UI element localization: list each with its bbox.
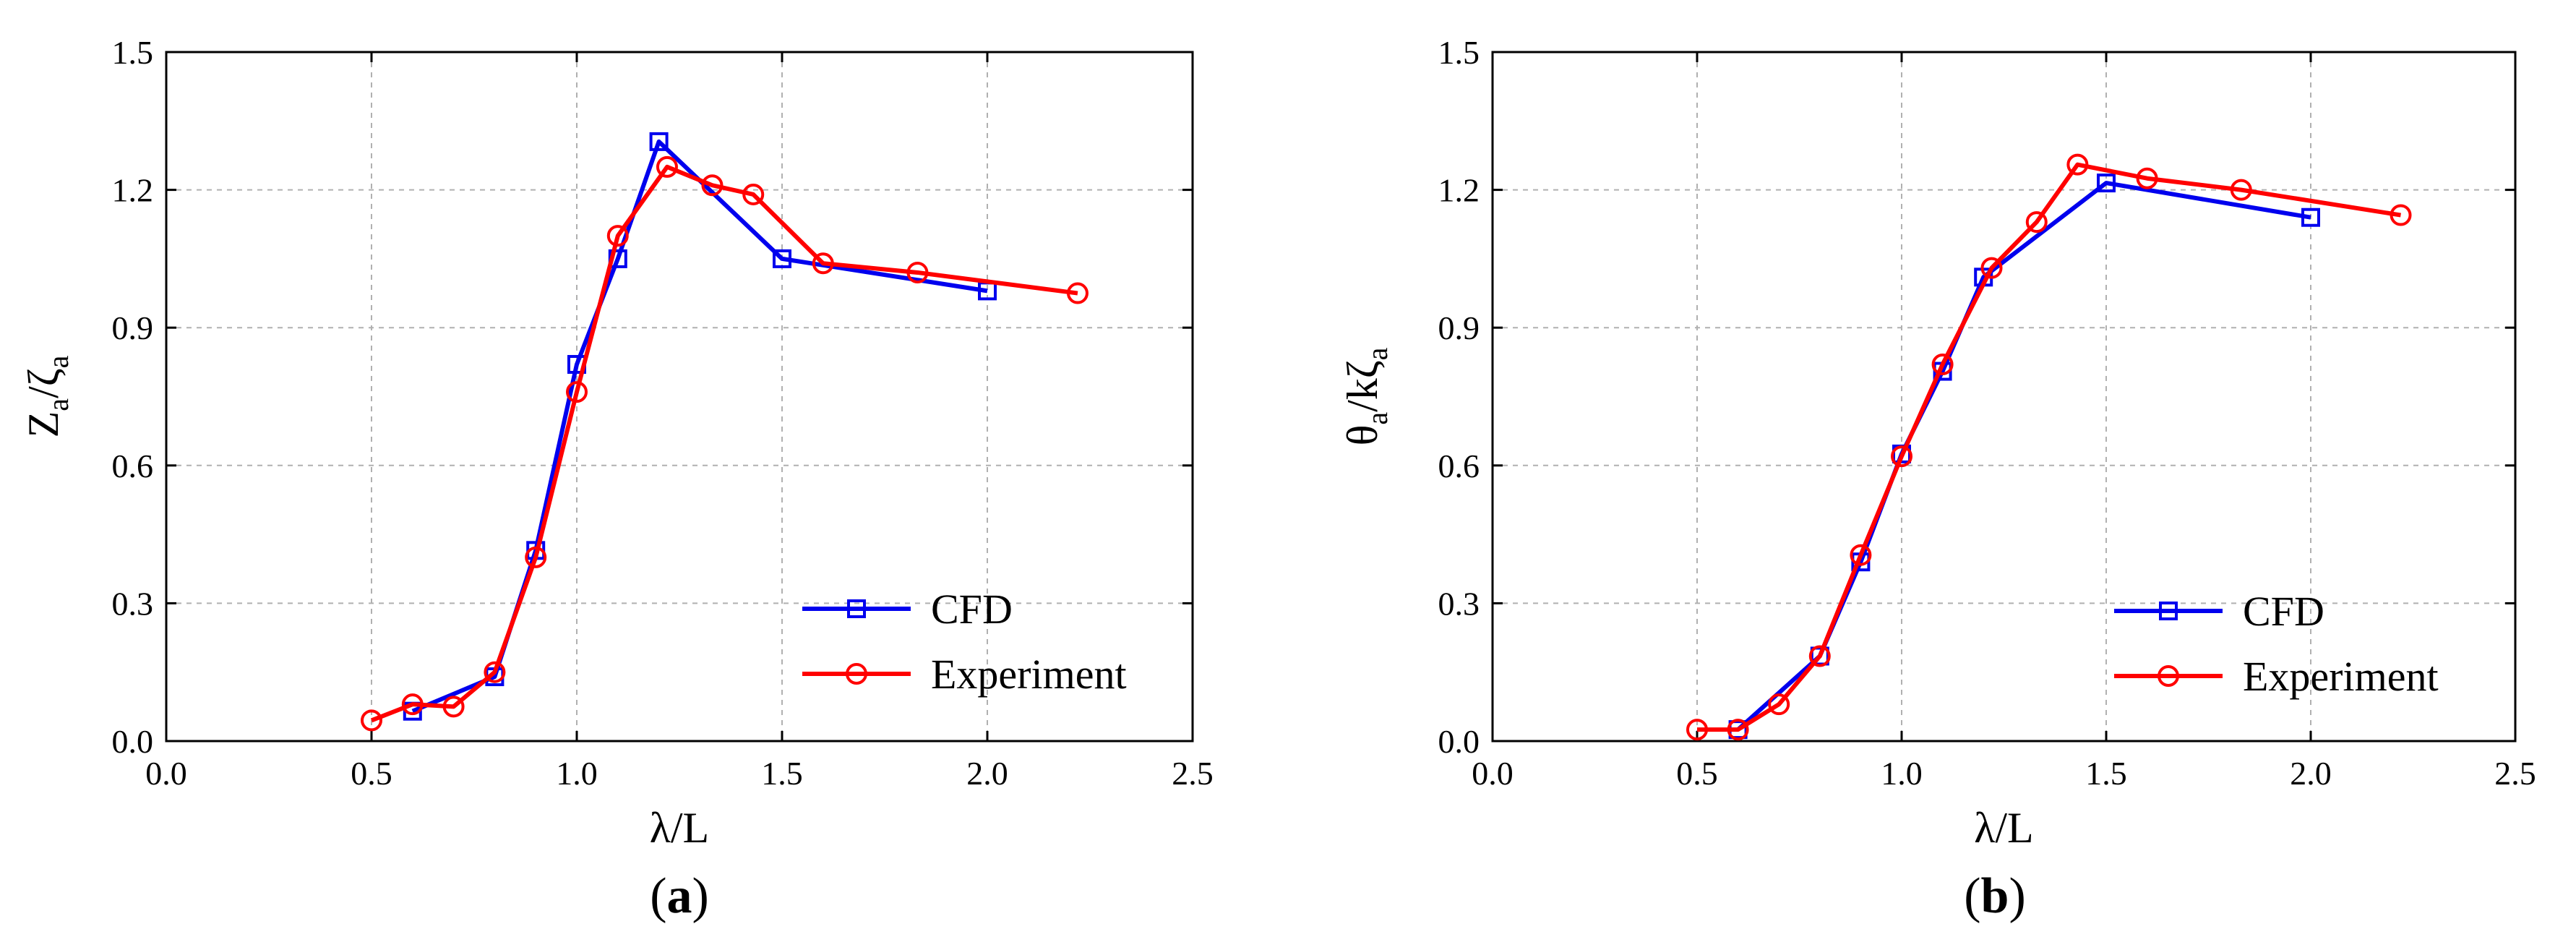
x-axis-label: λ/L <box>650 804 709 852</box>
legend-label-cfd: CFD <box>931 586 1013 633</box>
data-point-experiment <box>2066 153 2089 176</box>
panel-label-open: ( <box>1964 868 1980 924</box>
plot-frame <box>165 51 1194 743</box>
data-point-experiment <box>566 381 588 403</box>
y-axis-label: θa/kζa <box>1339 347 1394 445</box>
y-axis-label-sub2: a <box>1361 347 1394 360</box>
data-point-experiment <box>401 693 424 716</box>
y-tick-label: 1.2 <box>112 172 154 209</box>
data-point-experiment <box>2390 204 2412 226</box>
x-tick-label: 0.0 <box>1472 755 1514 792</box>
data-point-experiment <box>1980 257 2003 279</box>
y-tick-label: 0.9 <box>112 309 154 346</box>
y-axis-label-sub1: a <box>1361 412 1394 425</box>
x-tick-label: 1.0 <box>1881 755 1923 792</box>
panel-label-letter: b <box>1981 868 2009 924</box>
data-point-experiment <box>442 696 465 718</box>
x-tick-label: 2.5 <box>2494 755 2536 792</box>
legend-marker-experiment <box>2158 665 2179 687</box>
y-tick-label: 0.0 <box>112 723 154 760</box>
data-point-experiment <box>1931 354 1954 376</box>
x-tick-label: 0.5 <box>351 755 392 792</box>
data-point-experiment <box>1727 719 1749 741</box>
legend-label-experiment: Experiment <box>2243 653 2439 700</box>
data-point-experiment <box>812 252 834 275</box>
y-axis-label-sub2: a <box>42 355 74 368</box>
x-tick-label: 0.5 <box>1676 755 1718 792</box>
data-point-experiment <box>361 709 382 732</box>
data-point-cfd <box>2097 174 2116 193</box>
plot-frame <box>1491 51 2517 743</box>
data-point-experiment <box>1891 445 1912 468</box>
legend-marker-experiment <box>846 663 867 685</box>
y-tick-label: 0.6 <box>112 448 154 484</box>
data-point-experiment <box>742 183 765 205</box>
x-tick-label: 2.5 <box>1172 755 1214 792</box>
x-tick-label: 1.5 <box>761 755 803 792</box>
series-line-cfd <box>411 139 988 714</box>
x-tick-label: 2.0 <box>2290 755 2332 792</box>
data-point-experiment <box>1686 719 1708 741</box>
data-point-experiment <box>1850 544 1872 566</box>
x-tick-label: 2.0 <box>966 755 1008 792</box>
y-axis-label-main: Z <box>20 411 67 438</box>
data-point-cfd <box>2301 207 2320 227</box>
data-point-experiment <box>1768 693 1790 716</box>
chart-panel-a: 0.0 0.5 1.0 1.5 2.0 2.5 0.0 0.3 0.6 0.9 1.2 1.5 CFD E… <box>20 34 1214 924</box>
chart-panel-b: 0.0 0.5 1.0 1.5 2.0 2.5 0.0 0.3 0.6 0.9 1.2 1.5 CFD E… <box>1339 34 2536 924</box>
panel-label-close: ) <box>2009 868 2025 924</box>
y-tick-label: 0.6 <box>1438 448 1480 484</box>
data-point-experiment <box>2025 211 2048 234</box>
data-point-experiment <box>906 261 929 283</box>
panel-label-close: ) <box>692 868 709 924</box>
data-point-cfd <box>649 132 669 151</box>
x-axis-label: λ/L <box>1974 804 2033 852</box>
y-tick-label: 0.3 <box>1438 585 1480 622</box>
series-line-experiment <box>1697 162 2401 732</box>
y-tick-label: 0.3 <box>112 585 154 622</box>
data-point-experiment <box>656 155 678 178</box>
panel-label-letter: a <box>667 868 692 924</box>
y-tick-label: 1.5 <box>112 34 154 71</box>
data-point-experiment <box>1066 282 1089 304</box>
data-point-experiment <box>2136 167 2158 189</box>
data-point-cfd <box>773 249 791 268</box>
data-point-experiment <box>2230 179 2252 201</box>
y-tick-label: 0.0 <box>1438 723 1480 760</box>
legend-marker-cfd <box>847 599 866 618</box>
y-axis-label-sub1: a <box>42 398 74 411</box>
legend-label-cfd: CFD <box>2243 588 2324 635</box>
panel-label: (b) <box>1964 868 2026 924</box>
data-point-experiment <box>606 225 629 247</box>
data-point-experiment <box>525 546 547 568</box>
y-axis-label-mid: /ζ <box>20 368 67 398</box>
panel-label: (a) <box>650 868 709 924</box>
y-axis-label-main: θ <box>1339 425 1386 446</box>
y-axis-label: Za/ζa <box>20 355 74 437</box>
series-line-experiment <box>370 164 1078 723</box>
x-tick-label: 1.0 <box>556 755 598 792</box>
x-tick-label: 0.0 <box>145 755 187 792</box>
y-tick-label: 0.9 <box>1438 309 1480 346</box>
data-point-experiment <box>484 661 506 683</box>
data-point-experiment <box>701 174 724 197</box>
y-tick-label: 1.2 <box>1438 172 1480 209</box>
data-point-experiment <box>1808 645 1831 667</box>
legend-label-experiment: Experiment <box>931 651 1127 698</box>
legend-marker-cfd <box>2159 602 2178 620</box>
y-axis-label-mid: /kζ <box>1339 360 1386 412</box>
x-tick-label: 1.5 <box>2085 755 2127 792</box>
y-tick-label: 1.5 <box>1438 34 1480 71</box>
panel-label-open: ( <box>650 868 666 924</box>
